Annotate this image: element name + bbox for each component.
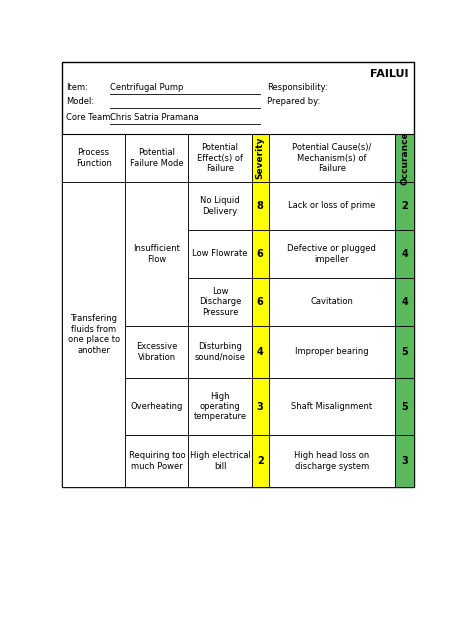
Bar <box>125 435 189 487</box>
Bar <box>269 378 395 435</box>
Text: Severity: Severity <box>255 137 264 179</box>
Bar <box>189 326 252 378</box>
Text: FAILUI: FAILUI <box>371 69 409 79</box>
Text: Prepared by:: Prepared by: <box>267 97 320 107</box>
Text: 8: 8 <box>257 201 264 211</box>
Text: Lack or loss of prime: Lack or loss of prime <box>288 202 375 210</box>
Bar <box>252 278 269 326</box>
Text: 2: 2 <box>257 456 264 466</box>
Bar <box>269 182 395 230</box>
Text: Requiring too
much Power: Requiring too much Power <box>128 451 185 471</box>
Bar <box>269 435 395 487</box>
Bar <box>125 134 189 182</box>
Bar <box>125 378 189 435</box>
Bar <box>62 62 414 487</box>
Text: Potential
Effect(s) of
Failure: Potential Effect(s) of Failure <box>197 143 243 173</box>
Bar <box>62 182 125 487</box>
Text: Item:: Item: <box>66 83 88 92</box>
Bar <box>252 378 269 435</box>
Text: Defective or plugged
impeller: Defective or plugged impeller <box>287 245 376 264</box>
Bar <box>395 435 414 487</box>
Bar <box>189 230 252 278</box>
Text: Potential Cause(s)/
Mechanism(s) of
Failure: Potential Cause(s)/ Mechanism(s) of Fail… <box>292 143 372 173</box>
Bar <box>269 326 395 378</box>
Text: 4: 4 <box>401 249 408 259</box>
Text: 6: 6 <box>257 297 264 307</box>
Bar <box>395 182 414 230</box>
Bar <box>395 326 414 378</box>
Bar <box>269 230 395 278</box>
Text: Potential
Failure Mode: Potential Failure Mode <box>130 149 183 167</box>
Text: 5: 5 <box>401 401 408 411</box>
Bar <box>252 230 269 278</box>
Text: 4: 4 <box>401 297 408 307</box>
Bar <box>189 278 252 326</box>
Bar <box>252 326 269 378</box>
Text: Core Team:: Core Team: <box>66 114 113 123</box>
Bar <box>252 435 269 487</box>
Bar <box>269 278 395 326</box>
Text: Insufficient
Flow: Insufficient Flow <box>133 245 180 264</box>
Text: 6: 6 <box>257 249 264 259</box>
Text: 3: 3 <box>401 456 408 466</box>
Bar <box>252 134 269 182</box>
Text: No Liquid
Delivery: No Liquid Delivery <box>201 197 240 216</box>
Text: Low Flowrate: Low Flowrate <box>192 250 248 258</box>
Bar <box>62 134 125 182</box>
Text: Chris Satria Pramana: Chris Satria Pramana <box>110 114 199 123</box>
Text: Responsibility:: Responsibility: <box>267 83 328 92</box>
Bar <box>395 378 414 435</box>
Text: Disturbing
sound/noise: Disturbing sound/noise <box>195 343 246 362</box>
Text: Occurance: Occurance <box>400 131 409 185</box>
Bar <box>125 326 189 378</box>
Text: High
operating
temperature: High operating temperature <box>193 392 246 422</box>
Bar <box>189 182 252 230</box>
Text: High electrical
bill: High electrical bill <box>190 451 251 471</box>
Text: Process
Function: Process Function <box>76 149 111 167</box>
Text: Overheating: Overheating <box>131 402 183 411</box>
Bar <box>395 134 414 182</box>
Bar <box>189 134 252 182</box>
Text: 2: 2 <box>401 201 408 211</box>
Bar <box>189 378 252 435</box>
Bar <box>125 182 189 326</box>
Text: 5: 5 <box>401 347 408 357</box>
Text: Cavitation: Cavitation <box>310 298 353 307</box>
Text: Shaft Misalignment: Shaft Misalignment <box>291 402 373 411</box>
Bar <box>395 230 414 278</box>
Text: Transfering
fluids from
one place to
another: Transfering fluids from one place to ano… <box>68 314 119 355</box>
Text: Centrifugal Pump: Centrifugal Pump <box>110 83 183 92</box>
Text: Excessive
Vibration: Excessive Vibration <box>136 343 178 362</box>
Bar <box>252 182 269 230</box>
Text: 3: 3 <box>257 401 264 411</box>
Text: Improper bearing: Improper bearing <box>295 348 369 356</box>
Text: High head loss on
discharge system: High head loss on discharge system <box>294 451 369 471</box>
Bar <box>189 435 252 487</box>
Text: Low
Discharge
Pressure: Low Discharge Pressure <box>199 287 241 317</box>
Text: Model:: Model: <box>66 97 94 107</box>
Bar <box>395 278 414 326</box>
Bar <box>269 134 395 182</box>
Text: 4: 4 <box>257 347 264 357</box>
